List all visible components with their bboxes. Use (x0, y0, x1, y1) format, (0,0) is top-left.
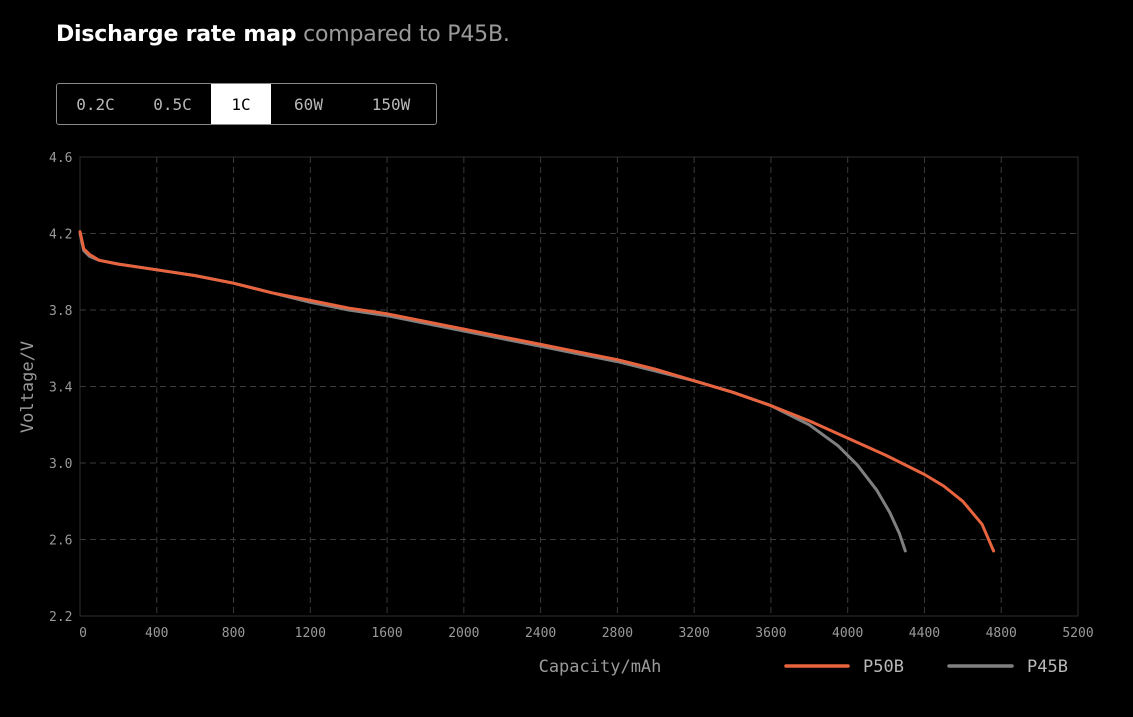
x-tick-label: 4400 (909, 626, 940, 641)
series-lines (78, 230, 996, 553)
chart-heading-strong: Discharge rate map (56, 22, 297, 47)
tab-0-5c[interactable]: 0.5C (153, 94, 192, 114)
y-tick-label: 3.8 (49, 304, 72, 319)
x-tick-label: 0 (79, 626, 87, 641)
chart-heading-soft: compared to P45B. (303, 22, 510, 47)
x-tick-label: 2000 (448, 626, 479, 641)
y-axis-ticks: 4.6 4.2 3.8 3.4 3.0 2.6 2.2 (49, 151, 73, 625)
x-tick-label: 3200 (678, 626, 709, 641)
y-tick-label: 2.2 (49, 610, 72, 625)
legend-label-p45b: P45B (1027, 657, 1068, 677)
discharge-rate-tabs: 0.2C 0.5C 1C 60W 150W (56, 83, 437, 125)
chart-heading: Discharge rate map compared to P45B. (56, 22, 510, 47)
y-tick-label: 4.6 (49, 151, 72, 166)
tab-1c[interactable]: 1C (211, 84, 271, 124)
x-tick-label: 400 (145, 626, 168, 641)
x-tick-label: 2800 (602, 626, 633, 641)
tab-60w[interactable]: 60W (294, 94, 323, 114)
legend-label-p50b: P50B (863, 657, 904, 677)
series-line-p45b (78, 232, 907, 553)
x-tick-label: 5200 (1062, 626, 1093, 641)
tab-0-2c[interactable]: 0.2C (76, 94, 115, 114)
y-tick-label: 3.4 (49, 381, 73, 396)
series-line-p50b (78, 230, 996, 553)
x-tick-label: 1200 (295, 626, 326, 641)
plot-frame (79, 156, 1079, 617)
chart-legend: P50B P45B (784, 657, 1068, 677)
x-tick-label: 4000 (832, 626, 863, 641)
y-axis-title: Voltage/V (18, 341, 38, 433)
x-tick-label: 3600 (755, 626, 786, 641)
x-tick-label: 800 (222, 626, 245, 641)
y-tick-label: 2.6 (49, 534, 72, 549)
x-tick-label: 1600 (371, 626, 402, 641)
x-axis-title: Capacity/mAh (539, 657, 662, 677)
grid-lines (80, 157, 1078, 616)
tab-150w[interactable]: 150W (371, 94, 411, 114)
x-axis-ticks: 0 400 800 1200 1600 2000 2400 2800 3200 3600 4000 4… (79, 626, 1094, 641)
y-tick-label: 4.2 (49, 228, 72, 243)
x-tick-label: 4800 (986, 626, 1017, 641)
y-tick-label: 3.0 (49, 457, 72, 472)
x-tick-label: 2400 (525, 626, 556, 641)
